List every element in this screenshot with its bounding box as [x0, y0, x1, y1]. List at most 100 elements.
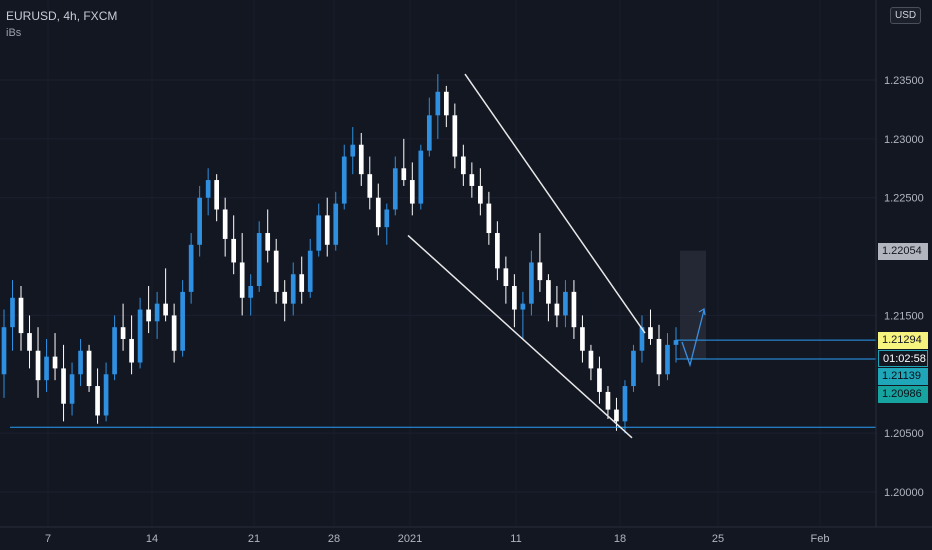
candle-body: [571, 291, 577, 328]
candle: [222, 197, 228, 257]
trendlines-layer: [407, 73, 646, 439]
candle: [546, 274, 551, 322]
price-axis[interactable]: 1.23500 1.23000 1.22500 1.21500 1.20500 1.200…: [884, 75, 924, 499]
countdown-label: 01:02:58: [878, 350, 928, 367]
candle: [520, 291, 526, 339]
candle: [486, 191, 492, 245]
candle: [273, 238, 279, 304]
candle: [146, 286, 151, 334]
candle: [426, 97, 432, 157]
y-tick-label: 1.20500: [884, 428, 924, 440]
candle-body: [231, 238, 237, 263]
candle: [10, 280, 15, 351]
candle: [409, 162, 415, 216]
candle: [290, 262, 296, 316]
x-tick-label: 28: [328, 533, 340, 545]
candle-body: [333, 203, 339, 245]
candle-body: [503, 268, 509, 286]
candle-body: [631, 350, 636, 387]
price-label-entry: 1.21139: [878, 368, 928, 385]
wedge-lower-trendline[interactable]: [407, 234, 633, 439]
x-tick-label: Feb: [811, 533, 830, 545]
candle: [605, 386, 611, 420]
candle-body: [520, 303, 526, 310]
candle-body: [95, 386, 100, 416]
candle-body: [495, 233, 500, 269]
price-label-current: 1.21294: [878, 332, 928, 349]
y-tick-label: 1.23500: [884, 75, 924, 87]
candle: [112, 315, 117, 381]
candle: [469, 162, 475, 198]
candle-body: [69, 374, 75, 404]
candle-body: [146, 309, 151, 322]
candle: [324, 197, 330, 257]
candle: [375, 183, 381, 236]
candle: [316, 203, 322, 257]
candle-body: [163, 303, 168, 316]
candle: [580, 315, 585, 363]
candle-body: [239, 262, 245, 298]
candle: [503, 256, 509, 304]
candle: [563, 280, 568, 328]
currency-button[interactable]: USD: [890, 7, 922, 24]
symbol-header[interactable]: EURUSD, 4h, FXCM: [6, 9, 118, 23]
candle-body: [605, 391, 611, 410]
candle-body: [248, 286, 254, 298]
candle-body: [10, 297, 15, 328]
candle: [537, 233, 543, 292]
candle: [44, 338, 49, 392]
candle-body: [614, 409, 619, 422]
x-tick-label: 14: [146, 533, 158, 545]
candle-body: [299, 274, 305, 292]
candle: [265, 209, 271, 263]
candle-body: [1, 327, 7, 375]
candle-body: [554, 303, 560, 316]
candle: [69, 362, 75, 416]
candle: [478, 168, 483, 216]
candle: [103, 362, 109, 422]
time-axis[interactable]: 7 14 21 28 2021 11 18 25 Feb: [45, 533, 830, 545]
candle-body: [665, 344, 670, 375]
candle-body: [537, 262, 543, 281]
candle-body: [324, 215, 330, 245]
candle: [239, 233, 245, 316]
candle: [52, 333, 58, 381]
projection-arrowhead-icon: [698, 307, 706, 316]
candle-body: [205, 180, 211, 198]
candle-body: [256, 233, 262, 286]
candle-body: [443, 91, 449, 116]
y-tick-label: 1.20000: [884, 487, 924, 499]
candle-body: [478, 185, 483, 204]
candle-body: [273, 250, 279, 292]
candle-body: [452, 115, 458, 157]
candle-body: [103, 374, 109, 416]
candle: [299, 256, 305, 304]
x-tick-label: 21: [248, 533, 260, 545]
candle: [384, 203, 390, 245]
candle-body: [120, 327, 126, 339]
candle: [673, 327, 679, 363]
wedge-upper-trendline[interactable]: [464, 73, 646, 334]
candle-body: [265, 233, 271, 251]
y-tick-label: 1.22500: [884, 193, 924, 205]
candle-body: [27, 333, 32, 351]
candle-body: [529, 262, 534, 304]
candle: [622, 380, 628, 434]
candle-body: [358, 144, 364, 175]
candle-body: [290, 274, 296, 304]
candle-body: [418, 150, 424, 204]
x-tick-label: 18: [614, 533, 626, 545]
candle: [95, 368, 100, 424]
candle-body: [580, 327, 585, 351]
indicator-label[interactable]: iBs: [6, 27, 22, 39]
projection-box: [680, 250, 706, 359]
candle: [648, 309, 653, 345]
candle-body: [656, 338, 662, 375]
candle-body: [214, 180, 219, 210]
candle: [154, 291, 160, 339]
projection-arrow: [681, 309, 705, 368]
candle-body: [188, 244, 194, 292]
candle-body: [350, 144, 356, 157]
candle: [282, 280, 288, 322]
